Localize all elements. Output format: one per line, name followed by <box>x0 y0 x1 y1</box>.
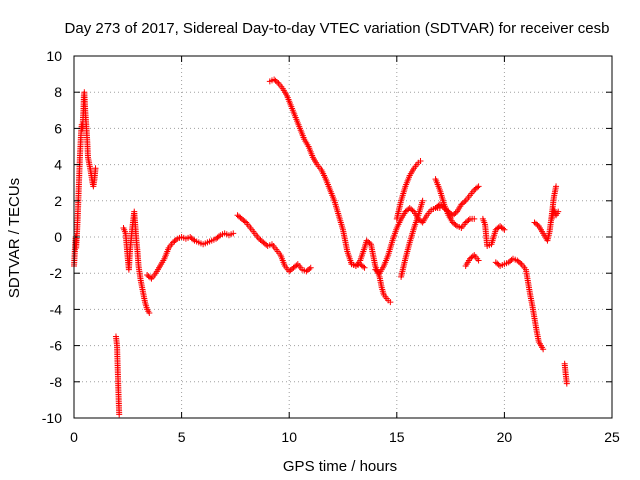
data-point <box>215 233 222 240</box>
chart-title: Day 273 of 2017, Sidereal Day-to-day VTE… <box>65 20 610 37</box>
y-tick-label: -10 <box>42 410 62 426</box>
data-point <box>417 157 424 164</box>
y-tick-label: 8 <box>54 84 62 100</box>
data-point <box>241 218 248 225</box>
y-tick-label: 6 <box>54 120 62 136</box>
data-point <box>540 346 547 353</box>
y-tick-label: -8 <box>50 374 63 390</box>
data-points <box>71 76 570 418</box>
y-axis-label: SDTVAR / TECUs <box>6 178 23 298</box>
data-point <box>469 253 476 260</box>
y-tick-label: 4 <box>54 157 62 173</box>
data-point <box>499 225 506 232</box>
axis-ticks <box>73 55 613 419</box>
data-point <box>475 183 482 190</box>
data-point <box>517 259 524 266</box>
data-point <box>452 209 459 216</box>
data-point <box>563 380 570 387</box>
x-tick-label: 15 <box>389 429 405 445</box>
y-tick-labels: -10 -8 -6 -4 -2 0 2 4 6 8 10 <box>42 48 62 426</box>
x-tick-label: 5 <box>178 429 186 445</box>
data-point <box>387 299 394 306</box>
data-point <box>465 217 472 224</box>
data-point <box>501 226 508 233</box>
y-tick-label: -4 <box>50 301 63 317</box>
data-point <box>116 411 123 418</box>
data-point <box>474 184 481 191</box>
y-tick-label: 10 <box>46 48 62 64</box>
x-axis-label: GPS time / hours <box>283 458 397 475</box>
data-point <box>375 268 382 275</box>
data-point <box>534 221 541 228</box>
data-point <box>92 165 99 172</box>
data-point <box>409 207 416 214</box>
data-point <box>230 230 237 237</box>
data-point <box>366 240 373 247</box>
data-point <box>307 264 314 271</box>
y-tick-label: -2 <box>50 265 63 281</box>
data-point <box>461 199 468 206</box>
data-point <box>274 78 281 85</box>
y-tick-label: 2 <box>54 193 62 209</box>
data-point <box>146 310 153 317</box>
y-tick-label: 0 <box>54 229 62 245</box>
data-point <box>147 274 154 281</box>
x-tick-label: 25 <box>604 429 620 445</box>
data-point <box>190 236 197 243</box>
data-point <box>172 237 179 244</box>
data-point <box>306 265 313 272</box>
data-point <box>555 208 562 215</box>
data-point <box>361 264 368 271</box>
x-tick-labels: 0 5 10 15 20 25 <box>70 429 620 445</box>
x-tick-label: 20 <box>497 429 513 445</box>
y-tick-label: -6 <box>50 338 63 354</box>
data-point <box>475 257 482 264</box>
data-point <box>293 262 300 269</box>
data-point <box>452 221 459 228</box>
data-point <box>419 197 426 204</box>
x-tick-label: 0 <box>70 429 78 445</box>
data-point <box>360 263 367 270</box>
x-tick-label: 10 <box>281 429 297 445</box>
data-point <box>553 183 560 190</box>
data-point <box>471 215 478 222</box>
data-point <box>418 218 425 225</box>
